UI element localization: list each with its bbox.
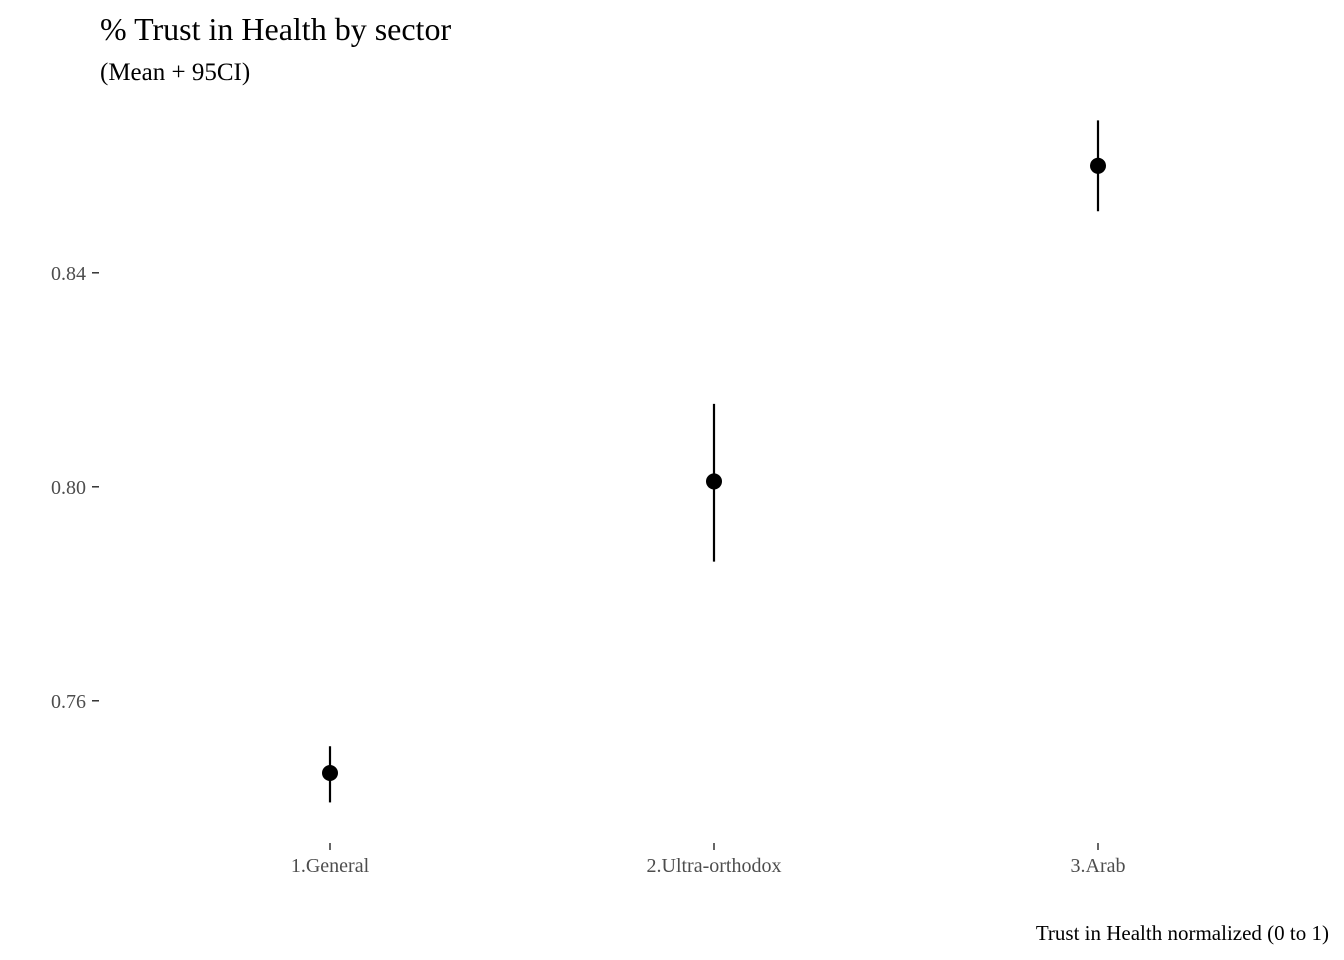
x-tick-label: 2.Ultra-orthodox xyxy=(647,855,782,877)
y-tick-label: 0.80 xyxy=(51,477,86,499)
mean-point xyxy=(322,764,338,781)
chart-subtitle: (Mean + 95CI) xyxy=(100,59,251,86)
x-axis: 1.General 2.Ultra-orthodox 3.Arab xyxy=(291,843,1126,877)
chart-title: % Trust in Health by sector xyxy=(100,11,452,47)
x-tick-label: 3.Arab xyxy=(1071,855,1126,877)
y-tick-label: 0.84 xyxy=(51,263,86,285)
data-marks xyxy=(322,120,1106,803)
x-tick-label: 1.General xyxy=(291,855,370,877)
y-tick-label: 0.76 xyxy=(51,691,86,713)
y-axis: 0.76 0.80 0.84 xyxy=(51,263,99,713)
mean-point xyxy=(1090,157,1106,174)
mean-point xyxy=(706,473,722,490)
chart-caption: Trust in Health normalized (0 to 1) xyxy=(1035,921,1329,945)
